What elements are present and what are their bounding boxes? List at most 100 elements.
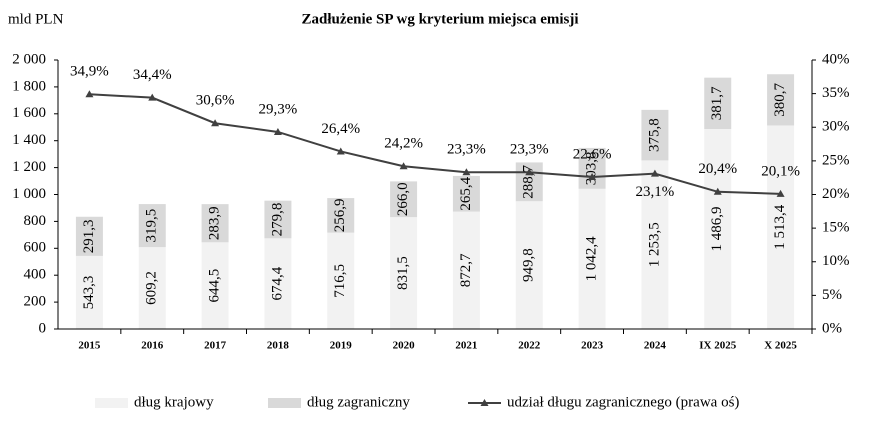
value-label: 23,3% (447, 142, 486, 158)
value-label: 24,2% (384, 136, 423, 152)
value-label: 380,7 (772, 82, 788, 116)
value-label: 674,4 (269, 266, 285, 300)
value-label: 375,8 (646, 118, 662, 152)
y2-tick-label: 35% (822, 85, 850, 101)
x-tick-label: 2024 (644, 340, 667, 352)
legend-label: udział długu zagranicznego (prawa oś) (507, 394, 739, 410)
bar-segment (641, 160, 669, 329)
line-marker (588, 173, 597, 181)
y2-tick-label: 30% (822, 119, 850, 135)
bar-segment (201, 204, 229, 243)
value-label: 266,0 (395, 182, 411, 216)
legend-swatch (95, 398, 128, 408)
bar-segment (452, 211, 480, 329)
value-label: 543,3 (81, 276, 97, 310)
y-tick-label: 600 (24, 240, 47, 256)
value-label: 34,9% (70, 64, 109, 80)
bar-segment (138, 204, 166, 248)
value-label: 265,4 (458, 176, 474, 210)
x-tick-label: 2022 (518, 340, 541, 352)
bar-segment (704, 129, 732, 329)
value-label: 1 253,5 (646, 222, 662, 267)
line-marker (713, 187, 722, 195)
bar-segment (138, 247, 166, 329)
y2-tick-label: 5% (822, 287, 842, 303)
value-label: 256,9 (332, 198, 348, 232)
line-marker (399, 162, 408, 170)
value-label: 609,2 (144, 271, 160, 305)
y-tick-label: 200 (24, 294, 47, 310)
value-label: 1 486,9 (709, 207, 725, 252)
line-marker (211, 119, 220, 127)
line-marker (525, 168, 534, 176)
bar-segment (578, 188, 606, 329)
bar-segment (75, 216, 103, 256)
line-marker (273, 127, 282, 135)
value-label: 1 513,4 (772, 204, 788, 250)
bar-segment (75, 255, 103, 329)
line-marker (650, 169, 659, 177)
y2-tick-label: 25% (822, 152, 850, 168)
y2-tick-label: 15% (822, 220, 850, 236)
value-label: 319,5 (144, 209, 160, 243)
bar-segment (767, 125, 795, 330)
bar-segment (327, 198, 355, 233)
y-tick-label: 1 200 (12, 159, 46, 175)
bar-segment (515, 201, 543, 329)
value-label: 291,3 (81, 219, 97, 253)
value-label: 20,4% (698, 161, 737, 177)
line-marker (776, 189, 785, 197)
y-tick-label: 2 000 (12, 51, 46, 67)
y-tick-label: 1 000 (12, 186, 46, 202)
value-label: 831,5 (395, 256, 411, 290)
x-tick-label: 2018 (267, 340, 290, 352)
x-tick-label: 2019 (330, 340, 353, 352)
bar-segment (201, 242, 229, 329)
value-label: 23,1% (636, 184, 675, 200)
bar-segment (704, 77, 732, 130)
value-label: 22,6% (573, 146, 612, 162)
y2-tick-label: 10% (822, 253, 850, 269)
bar-segment (327, 232, 355, 329)
chart-title: Zadłużenie SP wg kryterium miejsca emisj… (301, 11, 578, 27)
value-label: 29,3% (259, 101, 298, 117)
x-tick-label: 2016 (141, 340, 164, 352)
y-tick-label: 400 (24, 267, 47, 283)
value-label: 23,3% (510, 142, 549, 158)
line-marker (85, 90, 94, 98)
x-tick-label: 2015 (78, 340, 101, 352)
bar-segment (452, 175, 480, 212)
value-label: 20,1% (761, 163, 800, 179)
bar-segment (390, 217, 418, 329)
bar-segment (767, 74, 795, 126)
legend-swatch (268, 398, 301, 408)
y-tick-label: 1 800 (12, 78, 46, 94)
legend-label: dług zagraniczny (307, 394, 410, 410)
value-label: 872,7 (458, 253, 474, 287)
value-label: 644,5 (207, 269, 223, 303)
line-marker (148, 93, 157, 101)
x-tick-label: 2023 (581, 340, 604, 352)
value-label: 1 042,4 (584, 236, 600, 282)
value-label: 283,9 (207, 206, 223, 240)
value-label: 381,7 (709, 86, 725, 120)
x-tick-label: IX 2025 (699, 340, 736, 352)
x-tick-label: X 2025 (764, 340, 797, 352)
bar-segment (641, 109, 669, 161)
value-label: 279,8 (269, 203, 285, 237)
line-marker (336, 147, 345, 155)
bar-segment (578, 147, 606, 189)
y-axis-label: mld PLN (8, 11, 64, 27)
x-tick-label: 2021 (455, 340, 477, 352)
bar-segment (390, 181, 418, 218)
value-label: 30,6% (196, 93, 235, 109)
bar-segment (264, 200, 292, 239)
value-label: 716,5 (332, 264, 348, 298)
line (89, 93, 781, 195)
value-label: 26,4% (321, 121, 360, 137)
x-tick-label: 2020 (393, 340, 416, 352)
line-marker (462, 168, 471, 176)
x-tick-label: 2017 (204, 340, 227, 352)
y2-tick-label: 40% (822, 51, 850, 67)
